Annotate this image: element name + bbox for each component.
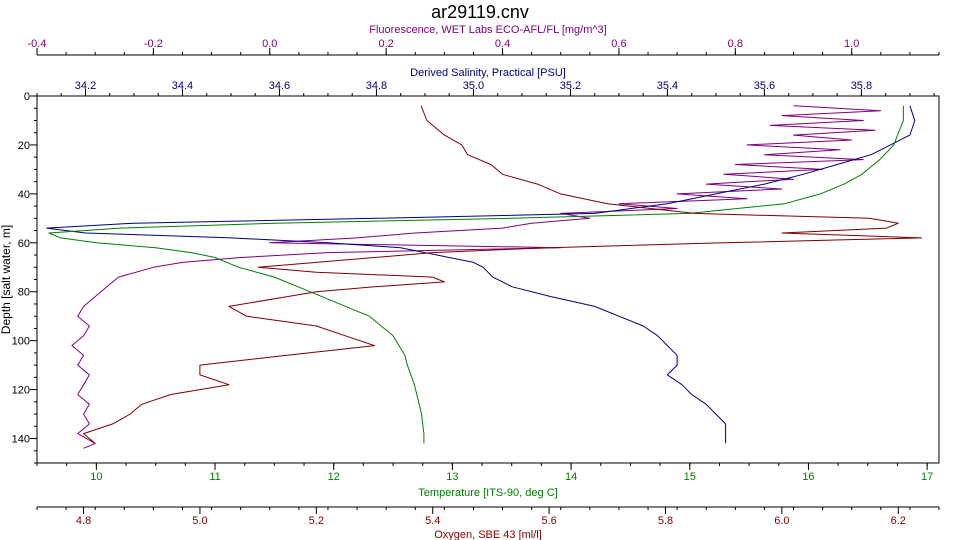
salinity-axis: 34.2 34.4 34.6 34.8 35.0 35.2 35.4 35.6 35.8 Deri…: [36, 67, 935, 96]
salinity-tick-label: 34.8: [366, 80, 387, 92]
oxygen-tick-label: 6.0: [774, 515, 789, 527]
temperature-tick-label: 10: [90, 471, 102, 483]
salinity-tick-label: 35.6: [754, 80, 775, 92]
chart-title: ar29119.cnv: [431, 2, 529, 22]
fluorescence-tick-label: 0.6: [611, 38, 626, 50]
temperature-tick-label: 14: [565, 471, 577, 483]
plot-area: [36, 95, 940, 464]
depth-tick-label: 0: [24, 91, 30, 103]
fluorescence-axis-label: Fluorescence, WET Labs ECO-AFL/FL [mg/m^…: [369, 24, 606, 36]
temperature-tick-label: 11: [209, 471, 220, 483]
salinity-tick-label: 35.8: [851, 80, 872, 92]
depth-axis-label: Depth [salt water, m]: [0, 225, 13, 334]
salinity-tick-label: 35.2: [560, 80, 581, 92]
depth-tick-label: 100: [12, 336, 30, 348]
fluorescence-tick-label: -0.4: [28, 38, 47, 50]
salinity-series-line: [46, 105, 916, 444]
fluorescence-tick-label: 1.0: [844, 38, 859, 50]
oxygen-tick-label: 5.2: [309, 515, 324, 527]
salinity-tick-label: 34.4: [172, 80, 193, 92]
depth-tick-label: 80: [18, 287, 30, 299]
temperature-tick-label: 17: [921, 471, 933, 483]
depth-axis: 0 20 40 60 80 100 120 140 Depth [salt water, m]: [0, 91, 37, 464]
temperature-tick-label: 15: [684, 471, 696, 483]
salinity-tick-label: 34.6: [269, 80, 290, 92]
oxygen-tick-label: 4.8: [76, 515, 91, 527]
salinity-tick-label: 35.0: [463, 80, 484, 92]
depth-tick-label: 140: [12, 434, 30, 446]
temperature-axis: 10 11 12 13 14 15 16 17 Temperature [ITS-90, deg…: [36, 463, 933, 499]
temperature-series-line: [48, 105, 904, 444]
oxygen-tick-label: 5.4: [425, 515, 440, 527]
depth-tick-label: 120: [12, 385, 30, 397]
series-group: [46, 105, 922, 449]
fluorescence-tick-label: 0.2: [379, 38, 394, 50]
oxygen-tick-label: 5.0: [192, 515, 207, 527]
salinity-axis-label: Derived Salinity, Practical [PSU]: [410, 67, 566, 79]
oxygen-axis-label: Oxygen, SBE 43 [ml/l]: [434, 529, 542, 540]
fluorescence-axis: -0.4 -0.2 0.0 0.2 0.4 0.6 0.8 1.0 Fluorescence, …: [28, 24, 940, 56]
fluorescence-series-line: [71, 105, 882, 449]
temperature-tick-label: 12: [328, 471, 340, 483]
salinity-tick-label: 34.2: [75, 80, 96, 92]
salinity-tick-label: 35.4: [657, 80, 678, 92]
oxygen-tick-label: 6.2: [891, 515, 906, 527]
fluorescence-tick-label: 0.0: [262, 38, 277, 50]
temperature-axis-label: Temperature [ITS-90, deg C]: [418, 487, 557, 499]
depth-tick-label: 60: [18, 238, 30, 250]
temperature-tick-label: 16: [802, 471, 814, 483]
oxygen-axis: 4.8 5.0 5.2 5.4 5.6 5.8 6.0 6.2 Oxygen, SBE 43 […: [36, 506, 940, 540]
oxygen-tick-label: 5.8: [658, 515, 673, 527]
temperature-tick-label: 13: [446, 471, 458, 483]
oxygen-tick-label: 5.6: [541, 515, 556, 527]
depth-tick-label: 20: [18, 140, 30, 152]
fluorescence-tick-label: -0.2: [144, 38, 163, 50]
depth-tick-label: 40: [18, 189, 30, 201]
oxygen-series-line: [83, 105, 922, 444]
fluorescence-tick-label: 0.8: [728, 38, 743, 50]
fluorescence-tick-label: 0.4: [495, 38, 510, 50]
